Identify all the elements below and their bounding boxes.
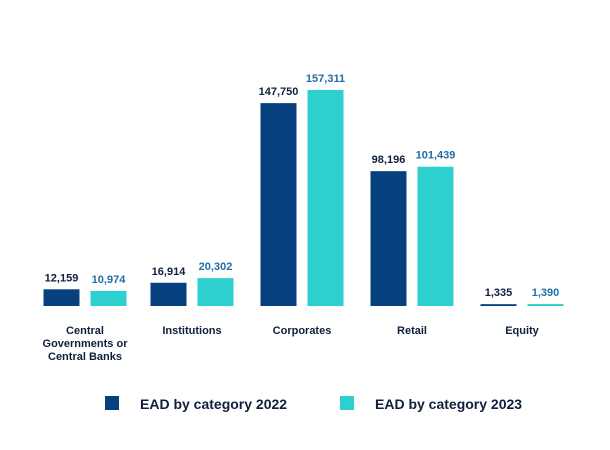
value-label-2023-4: 1,390: [532, 287, 560, 299]
category-label-2-line-0: Corporates: [273, 325, 332, 337]
value-label-2022-2: 147,750: [259, 86, 299, 98]
legend: EAD by category 2022 EAD by category 202…: [105, 396, 522, 412]
bar-2022-4: [480, 304, 517, 306]
bar-2022-2: [260, 103, 297, 306]
category-label-0-line-0: Central: [66, 325, 104, 337]
value-label-2022-1: 16,914: [152, 266, 187, 278]
bar-2022-1: [150, 282, 187, 306]
bar-2023-2: [307, 90, 344, 306]
category-label-0-line-1: Governments or: [43, 338, 129, 350]
value-labels-layer: 12,159 10,974 16,914 20,302 147,750 157,311 98…: [45, 73, 560, 299]
value-label-2022-0: 12,159: [45, 272, 79, 284]
value-label-2023-1: 20,302: [199, 261, 233, 273]
value-label-2023-0: 10,974: [92, 274, 127, 286]
category-label-4-line-0: Equity: [505, 325, 539, 337]
bar-2022-0: [43, 289, 80, 306]
bar-2023-0: [90, 290, 127, 306]
value-label-2023-3: 101,439: [416, 150, 456, 162]
bar-2023-3: [417, 166, 454, 306]
bars-layer: [43, 90, 564, 306]
legend-label-2022: EAD by category 2022: [140, 396, 287, 412]
legend-swatch-2022: [105, 396, 119, 410]
legend-swatch-2023: [340, 396, 354, 410]
value-label-2023-2: 157,311: [306, 73, 345, 85]
value-label-2022-3: 98,196: [372, 154, 406, 166]
bar-2023-4: [527, 304, 564, 306]
category-label-1-line-0: Institutions: [162, 325, 221, 337]
category-label-3-line-0: Retail: [397, 325, 427, 337]
legend-label-2023: EAD by category 2023: [375, 396, 522, 412]
bar-2022-3: [370, 171, 407, 306]
bar-2023-1: [197, 278, 234, 306]
category-label-0-line-2: Central Banks: [48, 351, 122, 363]
value-label-2022-4: 1,335: [485, 287, 513, 299]
